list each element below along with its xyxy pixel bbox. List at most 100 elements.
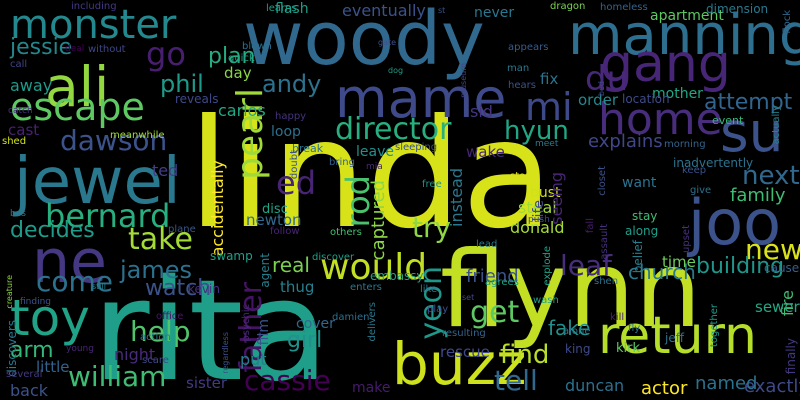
- word-95: mother: [652, 86, 703, 102]
- word-12: gang: [600, 34, 731, 94]
- word-126: call: [10, 59, 28, 70]
- word-3: flynn: [440, 229, 702, 351]
- word-144: stop: [510, 171, 532, 182]
- word-112: flock: [782, 10, 793, 34]
- word-91: instead: [447, 168, 466, 227]
- word-23: cassie: [244, 364, 331, 397]
- word-20: would: [320, 247, 428, 288]
- word-49: try: [412, 211, 452, 244]
- word-168: delivers: [367, 302, 378, 342]
- word-188: assault: [599, 224, 610, 260]
- word-25: dawson: [60, 124, 168, 157]
- word-89: bust: [530, 185, 561, 201]
- word-138: morning: [664, 139, 706, 150]
- word-6: buzz: [392, 330, 527, 398]
- word-45: arm: [10, 338, 54, 363]
- word-187: fall: [585, 218, 596, 234]
- word-1: rita: [92, 250, 330, 400]
- word-125: actually: [771, 105, 782, 145]
- word-27: go: [146, 35, 186, 73]
- word-147: lead: [476, 239, 498, 250]
- word-137: meet: [535, 139, 559, 149]
- word-119: museum: [459, 63, 468, 98]
- word-100: sewer: [755, 298, 800, 316]
- word-31: jessie: [10, 35, 73, 60]
- word-65: actor: [641, 378, 688, 399]
- word-47: ed: [276, 164, 316, 202]
- word-22: william: [68, 360, 167, 393]
- word-52: watch: [145, 276, 212, 301]
- word-124: event: [712, 114, 744, 127]
- word-2: woody: [243, 0, 485, 82]
- word-142: stay: [632, 209, 658, 223]
- word-132: shed: [2, 136, 27, 147]
- word-82: little: [36, 358, 70, 376]
- word-170: wash: [533, 295, 559, 306]
- word-44: attempt: [704, 90, 793, 115]
- word-117: blown: [242, 41, 272, 52]
- word-14: ne: [32, 227, 107, 297]
- word-118: gate: [378, 38, 397, 47]
- word-115: without: [88, 44, 126, 55]
- word-61: duncan: [565, 376, 625, 395]
- word-96: time: [662, 253, 696, 271]
- word-76: day: [224, 64, 252, 82]
- word-160: still: [92, 282, 106, 291]
- word-59: building: [696, 254, 785, 279]
- word-67: night: [114, 345, 156, 364]
- word-165: bos: [10, 209, 26, 219]
- word-53: friend: [466, 266, 519, 287]
- word-140: keep: [682, 165, 707, 176]
- word-62: sister: [186, 374, 228, 392]
- word-106: kirk: [616, 341, 641, 356]
- word-80: cover: [296, 316, 335, 332]
- word-32: phil: [160, 70, 204, 98]
- word-33: andy: [262, 70, 322, 98]
- word-0: linda: [188, 88, 554, 262]
- word-151: embassy: [370, 269, 424, 283]
- word-128: deal: [65, 44, 85, 54]
- word-73: rescue: [440, 343, 490, 361]
- word-185: psychic: [241, 304, 252, 342]
- word-46: find: [500, 340, 550, 370]
- word-4: manning: [568, 3, 800, 68]
- word-84: accidentally: [208, 160, 227, 257]
- word-105: make: [352, 380, 391, 396]
- word-103: flash: [275, 1, 309, 17]
- word-167: damien: [332, 312, 370, 323]
- word-145: free: [422, 179, 442, 190]
- word-55: girl: [287, 328, 323, 353]
- word-36: get: [470, 295, 520, 330]
- word-149: agrees: [485, 277, 519, 288]
- word-88: steal: [518, 198, 557, 217]
- word-101: eventually: [342, 1, 426, 20]
- word-189: closet: [597, 166, 608, 196]
- word-158: action: [140, 332, 171, 343]
- word-24: come: [36, 265, 114, 298]
- word-191: bed: [597, 81, 606, 97]
- word-134: mia: [366, 162, 383, 172]
- word-108: apartment: [650, 8, 724, 24]
- word-7: monster: [10, 2, 177, 48]
- word-153: swamp: [210, 249, 253, 263]
- word-57: explains: [588, 131, 663, 152]
- word-63: exactly: [744, 376, 800, 397]
- word-190: shen: [594, 276, 619, 287]
- word-74: order: [578, 91, 618, 109]
- word-150: enters: [350, 282, 382, 293]
- word-183: play: [427, 304, 449, 315]
- word-123: location: [622, 92, 670, 106]
- word-141: give: [690, 185, 712, 196]
- word-43: james: [120, 256, 193, 284]
- word-131: meanwhile: [110, 130, 165, 141]
- word-157: office: [156, 311, 184, 322]
- word-97: fix: [540, 70, 559, 88]
- word-92: seeing: [547, 172, 566, 225]
- word-161: creature: [5, 275, 14, 309]
- word-77: ted: [152, 161, 179, 180]
- word-72: put: [240, 350, 267, 369]
- word-10: su: [720, 100, 784, 164]
- word-13: toy: [10, 289, 90, 347]
- word-60: family: [730, 185, 786, 206]
- word-174: fly: [628, 323, 641, 334]
